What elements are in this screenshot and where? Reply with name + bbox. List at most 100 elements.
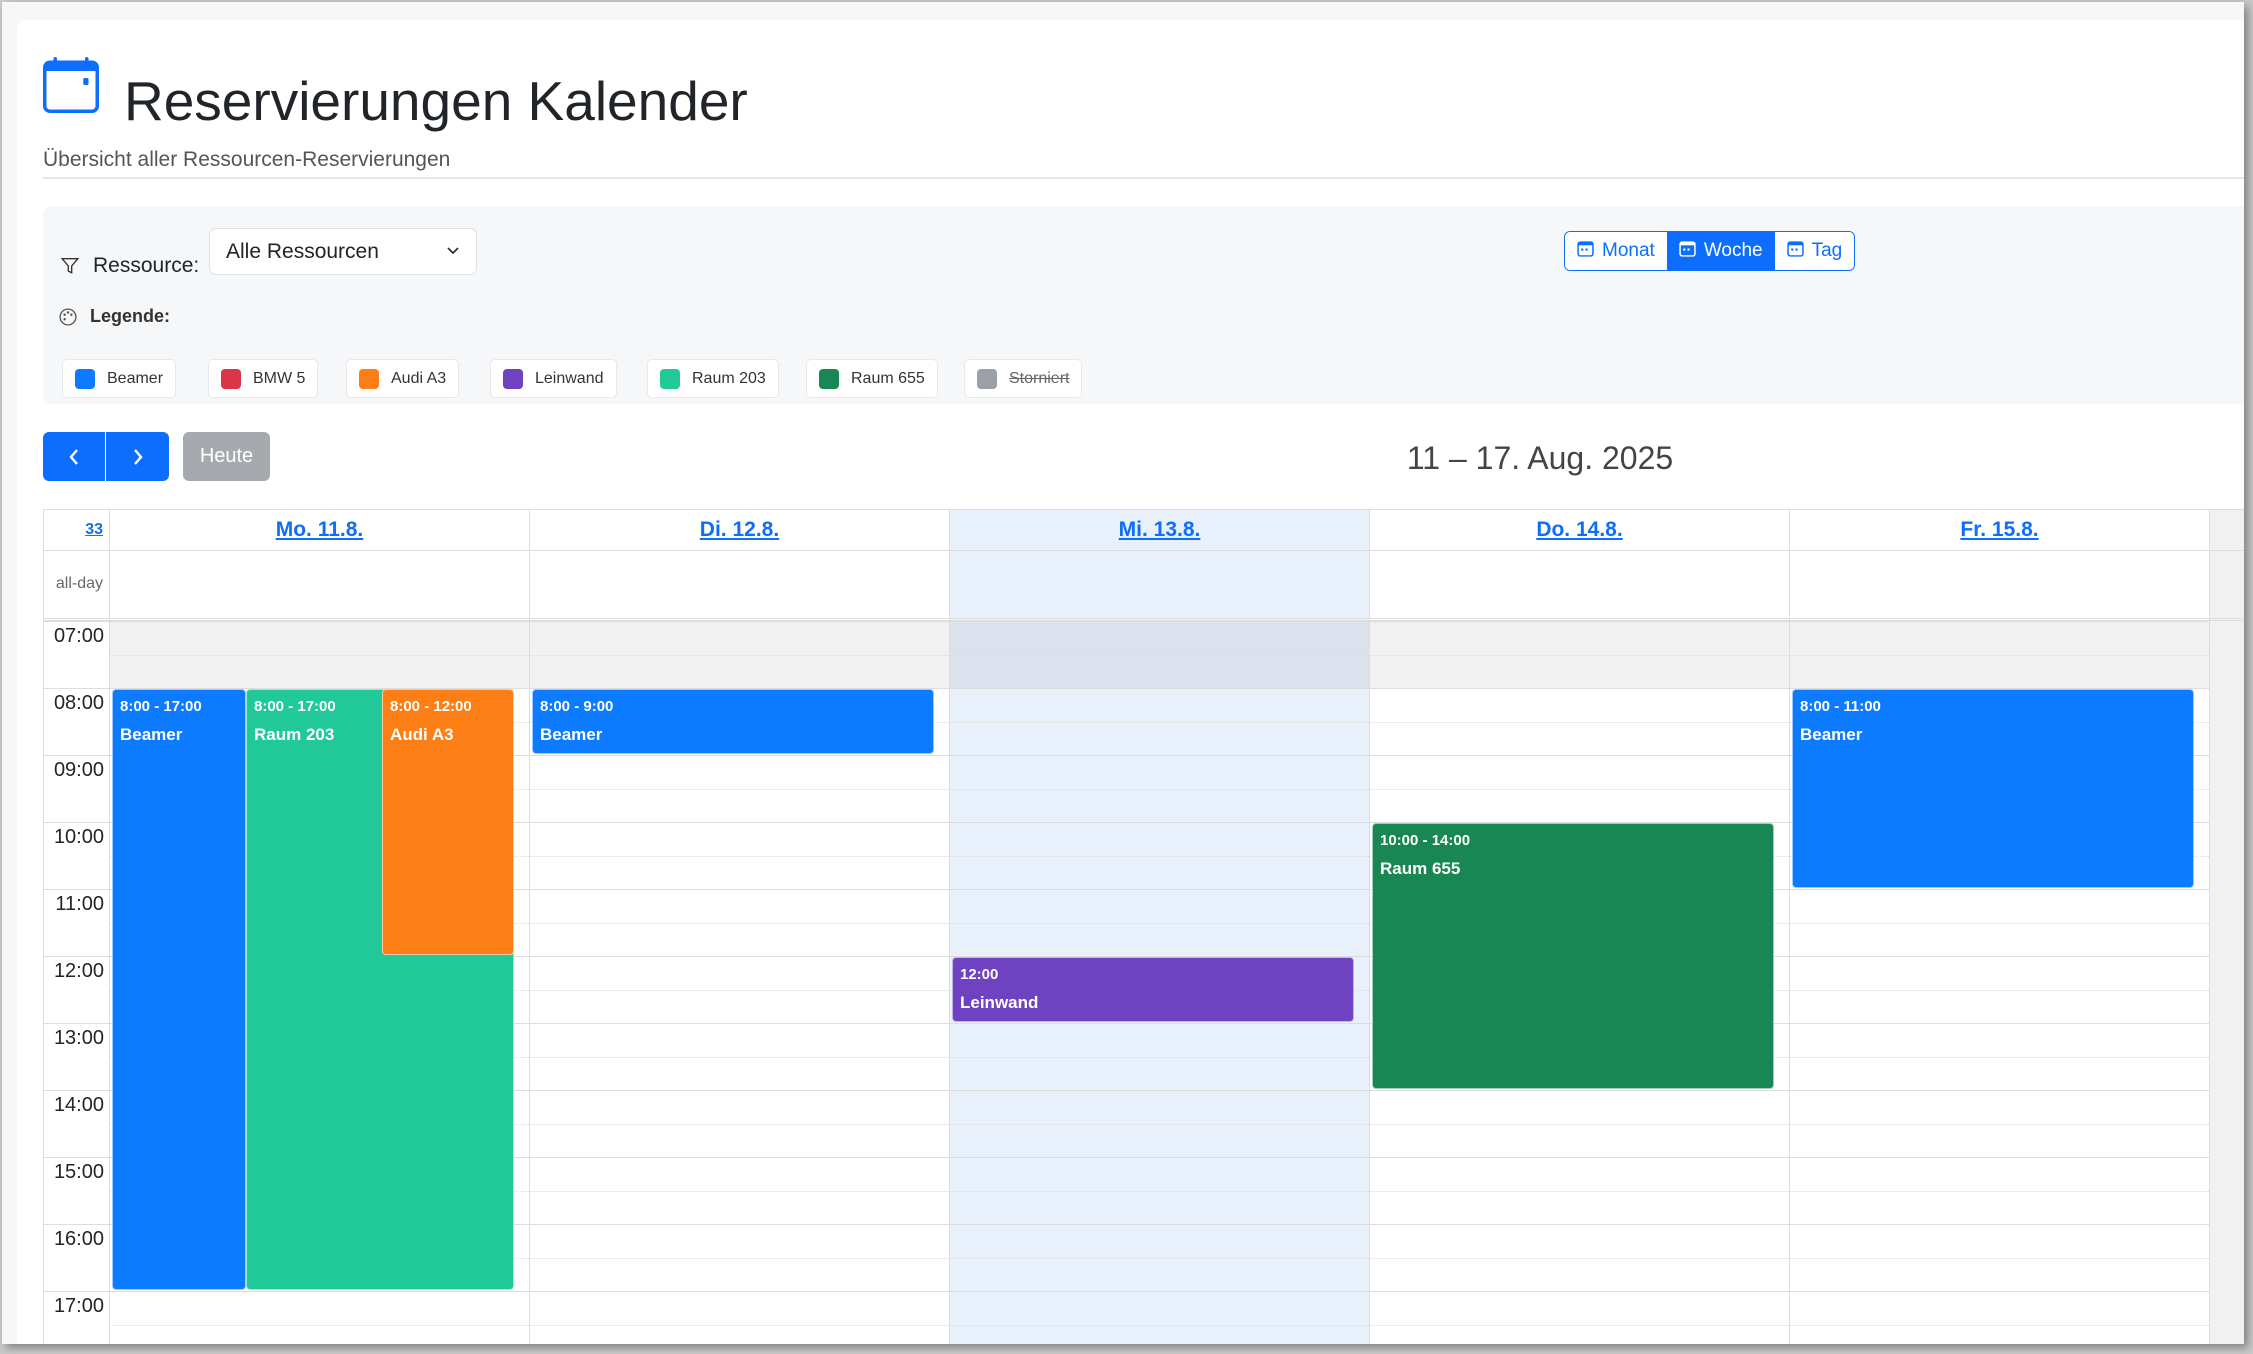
day-header[interactable]: Fr. 15.8. — [1789, 510, 2209, 550]
legend-item: Leinwand — [490, 359, 617, 398]
event-leinwand[interactable]: 12:00 Leinwand — [952, 957, 1354, 1022]
event-title: Leinwand — [960, 993, 1039, 1012]
day-column-border — [1789, 510, 1790, 1344]
legend-label: Audi A3 — [391, 369, 447, 387]
event-time: 8:00 - 9:00 — [540, 698, 614, 715]
chevron-left-icon — [69, 448, 78, 465]
view-button-tag[interactable]: Tag — [1774, 232, 1855, 270]
event-title: Beamer — [120, 725, 183, 744]
half-hour-line — [109, 788, 2209, 790]
view-button-woche[interactable]: Woche — [1666, 232, 1775, 270]
half-hour-line — [109, 855, 2209, 857]
resource-select-value: Alle Ressourcen — [226, 240, 379, 263]
legend-swatch — [819, 368, 839, 389]
time-label: 10:00 — [53, 826, 104, 848]
page-card: Reservierungen Kalender Übersicht aller … — [17, 20, 2244, 1344]
event-title: Raum 203 — [254, 725, 335, 744]
legend-item: Audi A3 — [346, 359, 460, 398]
legend-item: Raum 655 — [806, 359, 938, 398]
view-button-label: Tag — [1811, 240, 1843, 261]
half-hour-line — [109, 922, 2209, 924]
hour-line — [44, 1291, 2209, 1292]
legend-label: Raum 203 — [692, 369, 766, 387]
legend-title: Legende: — [90, 306, 171, 326]
legend-swatch — [359, 368, 379, 389]
resource-label: Ressource: — [93, 254, 200, 277]
event-audi-a3[interactable]: 8:00 - 12:00 Audi A3 — [382, 689, 514, 955]
legend-swatch — [75, 368, 95, 389]
legend-item: Storniert — [964, 359, 1083, 398]
allday-border — [44, 618, 2244, 621]
time-label: 14:00 — [53, 1094, 104, 1116]
day-column-border — [949, 510, 950, 1344]
time-label: 11:00 — [55, 893, 104, 915]
palette-icon — [59, 308, 77, 326]
event-beamer[interactable]: 8:00 - 17:00 Beamer — [112, 689, 246, 1290]
day-header[interactable]: Mi. 13.8. — [949, 510, 1369, 550]
calendar-week-icon — [1679, 240, 1696, 263]
half-hour-line — [109, 721, 2209, 723]
event-time: 8:00 - 17:00 — [120, 698, 202, 715]
resource-select[interactable]: Alle Ressourcen — [209, 228, 477, 275]
legend-swatch — [221, 368, 241, 389]
view-switcher: Monat Woche Tag — [1564, 231, 1856, 271]
time-label: 16:00 — [53, 1228, 104, 1250]
legend-item: BMW 5 — [208, 359, 319, 398]
time-label: 17:00 — [53, 1295, 104, 1317]
legend-item: Raum 203 — [647, 359, 779, 398]
event-beamer[interactable]: 8:00 - 11:00 Beamer — [1792, 689, 2194, 888]
week-calendar: 33 Mo. 11.8. Di. 12.8. Mi. 13.8. Do. 14.8. Fr… — [43, 509, 2244, 1344]
next-button[interactable] — [106, 432, 169, 481]
time-label: 09:00 — [53, 759, 104, 781]
legend-label: BMW 5 — [253, 369, 306, 387]
event-raum-655[interactable]: 10:00 - 14:00 Raum 655 — [1372, 823, 1774, 1089]
event-time: 8:00 - 11:00 — [1800, 698, 1881, 715]
event-title: Audi A3 — [390, 725, 454, 744]
event-time: 8:00 - 12:00 — [390, 698, 472, 715]
event-time: 12:00 — [960, 966, 999, 983]
filter-panel: Ressource: Alle Ressourcen Monat Woche Tag… — [43, 206, 2244, 404]
hour-line — [44, 1157, 2209, 1158]
date-range-title: 11 – 17. Aug. 2025 — [1406, 440, 1674, 476]
day-column-border — [529, 510, 530, 1344]
half-hour-line — [109, 1123, 2209, 1125]
hour-line — [44, 688, 2209, 689]
half-hour-line — [109, 654, 2209, 656]
view-button-label: Woche — [1703, 240, 1763, 261]
time-label: 13:00 — [53, 1027, 104, 1049]
day-header[interactable]: Mo. 11.8. — [109, 510, 529, 550]
legend-item: Beamer — [62, 359, 177, 398]
event-title: Beamer — [540, 725, 603, 744]
half-hour-line — [109, 1190, 2209, 1192]
event-time: 8:00 - 17:00 — [254, 698, 336, 715]
hour-line — [44, 621, 2209, 622]
day-header[interactable]: Do. 14.8. — [1369, 510, 1789, 550]
legend-label: Beamer — [107, 369, 164, 387]
prev-button[interactable] — [43, 432, 105, 481]
page-title: Reservierungen Kalender — [124, 70, 748, 132]
hour-line — [44, 1023, 2209, 1024]
day-header[interactable]: Di. 12.8. — [529, 510, 949, 550]
time-label: 08:00 — [53, 692, 104, 714]
hour-line — [44, 1224, 2209, 1225]
time-label: 12:00 — [53, 960, 104, 982]
half-hour-line — [109, 1056, 2209, 1058]
legend-swatch — [977, 368, 997, 389]
hour-line — [44, 889, 2209, 890]
view-button-monat[interactable]: Monat — [1565, 232, 1667, 270]
calendar-month-icon — [1577, 240, 1594, 263]
page-subtitle: Übersicht aller Ressourcen-Reservierunge… — [43, 148, 451, 171]
event-beamer[interactable]: 8:00 - 9:00 Beamer — [532, 689, 934, 754]
legend-label: Storniert — [1009, 369, 1070, 387]
scrollbar-track[interactable] — [2209, 510, 2244, 1344]
view-button-label: Monat — [1602, 240, 1655, 261]
today-button[interactable]: Heute — [183, 432, 270, 481]
divider — [43, 177, 2244, 179]
hour-line — [44, 822, 2209, 823]
day-column-border — [109, 510, 110, 1344]
legend-label: Leinwand — [535, 369, 604, 387]
hour-line — [44, 1090, 2209, 1091]
week-number[interactable]: 33 — [85, 521, 103, 538]
chevron-right-icon — [133, 448, 143, 465]
